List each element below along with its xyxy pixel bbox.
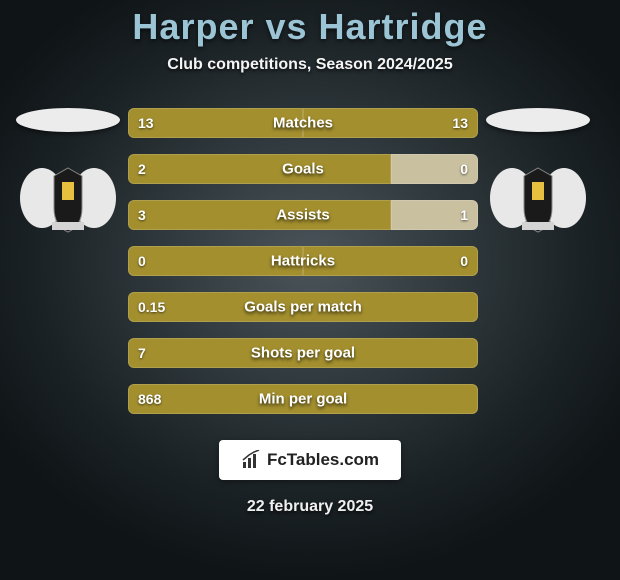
stat-bar-left	[128, 200, 391, 230]
right-side	[478, 108, 598, 236]
stat-value-left: 7	[138, 345, 146, 361]
date-label: 22 february 2025	[247, 498, 373, 516]
stat-value-left: 0	[138, 253, 146, 269]
stat-value-left: 3	[138, 207, 146, 223]
club-crest-right	[488, 160, 588, 236]
stat-value-right: 13	[452, 115, 468, 131]
player-ellipse-right	[486, 108, 590, 132]
player-ellipse-left	[16, 108, 120, 132]
stat-row: 00Hattricks	[128, 246, 478, 276]
stat-row: 868Min per goal	[128, 384, 478, 414]
logo-text: FcTables.com	[267, 450, 379, 470]
stat-bar-right	[303, 246, 478, 276]
stat-bar-left	[128, 384, 478, 414]
stat-value-right: 0	[460, 253, 468, 269]
page-title: Harper vs Hartridge	[132, 6, 487, 48]
stat-row: 7Shots per goal	[128, 338, 478, 368]
stat-value-left: 2	[138, 161, 146, 177]
stat-value-left: 0.15	[138, 299, 165, 315]
source-logo: FcTables.com	[219, 440, 401, 480]
stat-bar-left	[128, 154, 391, 184]
stat-value-right: 1	[460, 207, 468, 223]
stat-bar-left	[128, 246, 303, 276]
stat-value-left: 13	[138, 115, 154, 131]
subtitle: Club competitions, Season 2024/2025	[167, 56, 452, 74]
chart-icon	[241, 450, 261, 470]
stat-value-right: 0	[460, 161, 468, 177]
stat-row: 0.15Goals per match	[128, 292, 478, 322]
stat-value-left: 868	[138, 391, 161, 407]
stats-bars: 1313Matches20Goals31Assists00Hattricks0.…	[128, 108, 478, 414]
content-root: Harper vs Hartridge Club competitions, S…	[0, 0, 620, 580]
stat-bar-left	[128, 338, 478, 368]
stat-row: 1313Matches	[128, 108, 478, 138]
stat-bar-left	[128, 108, 303, 138]
main-row: 1313Matches20Goals31Assists00Hattricks0.…	[0, 108, 620, 414]
stat-row: 20Goals	[128, 154, 478, 184]
left-side	[8, 108, 128, 236]
club-crest-left	[18, 160, 118, 236]
stat-row: 31Assists	[128, 200, 478, 230]
stat-bar-left	[128, 292, 478, 322]
